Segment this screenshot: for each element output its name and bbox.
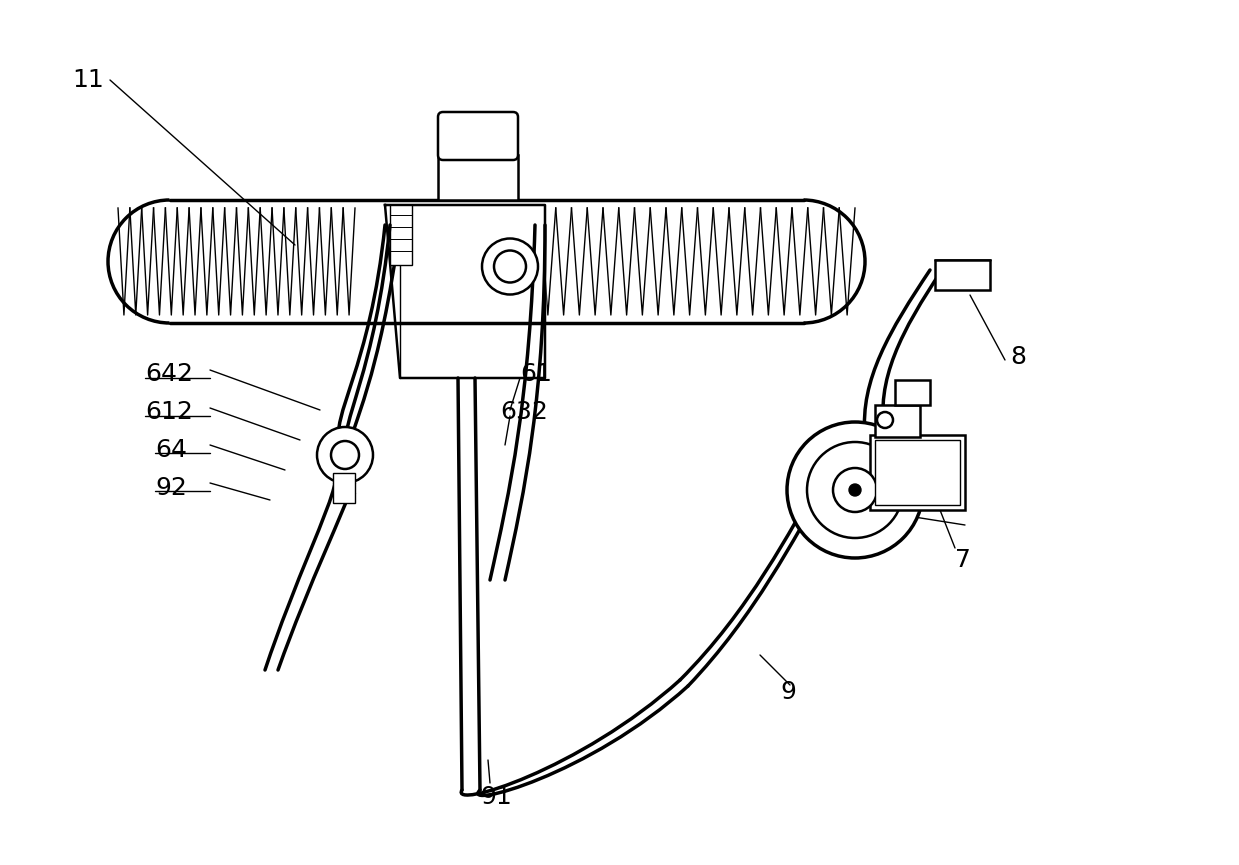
Circle shape [901, 476, 929, 504]
Circle shape [807, 442, 903, 538]
Circle shape [494, 251, 527, 283]
Circle shape [317, 427, 373, 483]
Text: 612: 612 [145, 400, 193, 424]
Text: 632: 632 [501, 400, 548, 424]
Circle shape [787, 422, 923, 558]
Circle shape [331, 441, 359, 469]
Text: 9: 9 [781, 680, 795, 704]
Bar [895, 380, 930, 405]
Text: 91: 91 [479, 785, 512, 809]
Bar [875, 440, 960, 505]
Text: 92: 92 [155, 476, 187, 500]
Bar [935, 260, 990, 290]
Polygon shape [385, 205, 545, 378]
Bar [439, 155, 518, 200]
Bar [870, 435, 965, 510]
Text: 7: 7 [955, 548, 971, 572]
Bar [875, 405, 921, 437]
Circle shape [482, 239, 538, 294]
Circle shape [742, 200, 865, 323]
Bar [170, 200, 804, 323]
Bar [390, 205, 413, 265]
Bar [333, 473, 356, 503]
Circle shape [833, 468, 877, 512]
Text: 8: 8 [1010, 345, 1026, 369]
Text: 61: 61 [520, 362, 551, 386]
FancyBboxPatch shape [439, 112, 518, 160]
Text: 11: 11 [72, 68, 104, 92]
Text: 64: 64 [155, 438, 187, 462]
Circle shape [877, 412, 893, 428]
Text: 642: 642 [145, 362, 193, 386]
Circle shape [108, 200, 230, 323]
Circle shape [849, 484, 861, 496]
